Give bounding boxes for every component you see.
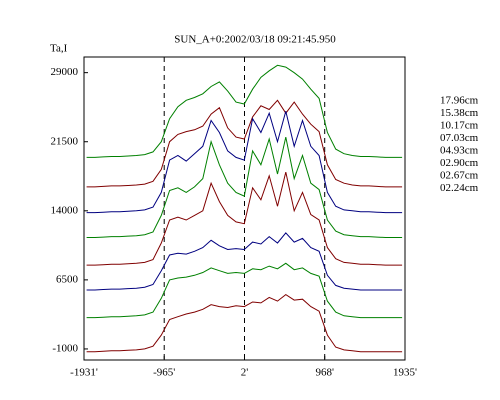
legend-label: 17.96cm	[440, 95, 479, 107]
legend-label: 15.38cm	[440, 107, 479, 119]
chart-title: SUN_A+0:2002/03/18 09:21:45.950	[174, 34, 336, 46]
y-tick-label: 14000	[51, 204, 79, 216]
y-axis-label: Ta,I	[50, 43, 68, 55]
series-line	[86, 262, 403, 319]
y-tick-label: -1000	[52, 342, 78, 354]
legend-label: 02.67cm	[440, 170, 479, 182]
x-tick-label: -965'	[153, 367, 175, 379]
series-line	[86, 111, 403, 214]
y-tick-label: 21500	[51, 135, 79, 147]
legend-label: 04.93cm	[440, 145, 479, 157]
x-tick-label: 968'	[315, 367, 334, 379]
x-tick-label: 2'	[241, 367, 249, 379]
legend-label: 07.03cm	[440, 132, 479, 144]
x-tick-label: 1935'	[393, 367, 417, 379]
y-tick-label: 29000	[51, 66, 79, 78]
series-line	[86, 171, 403, 266]
series-line	[86, 136, 403, 238]
series-line	[86, 232, 403, 291]
legend-label: 10.17cm	[440, 120, 479, 132]
legend-label: 02.90cm	[440, 157, 479, 169]
x-tick-label: -1931'	[70, 367, 98, 379]
y-tick-label: 6500	[56, 273, 79, 285]
legend-label: 02.24cm	[440, 182, 479, 194]
series-line	[86, 99, 403, 188]
series-line	[86, 293, 403, 353]
series-line	[86, 64, 403, 158]
